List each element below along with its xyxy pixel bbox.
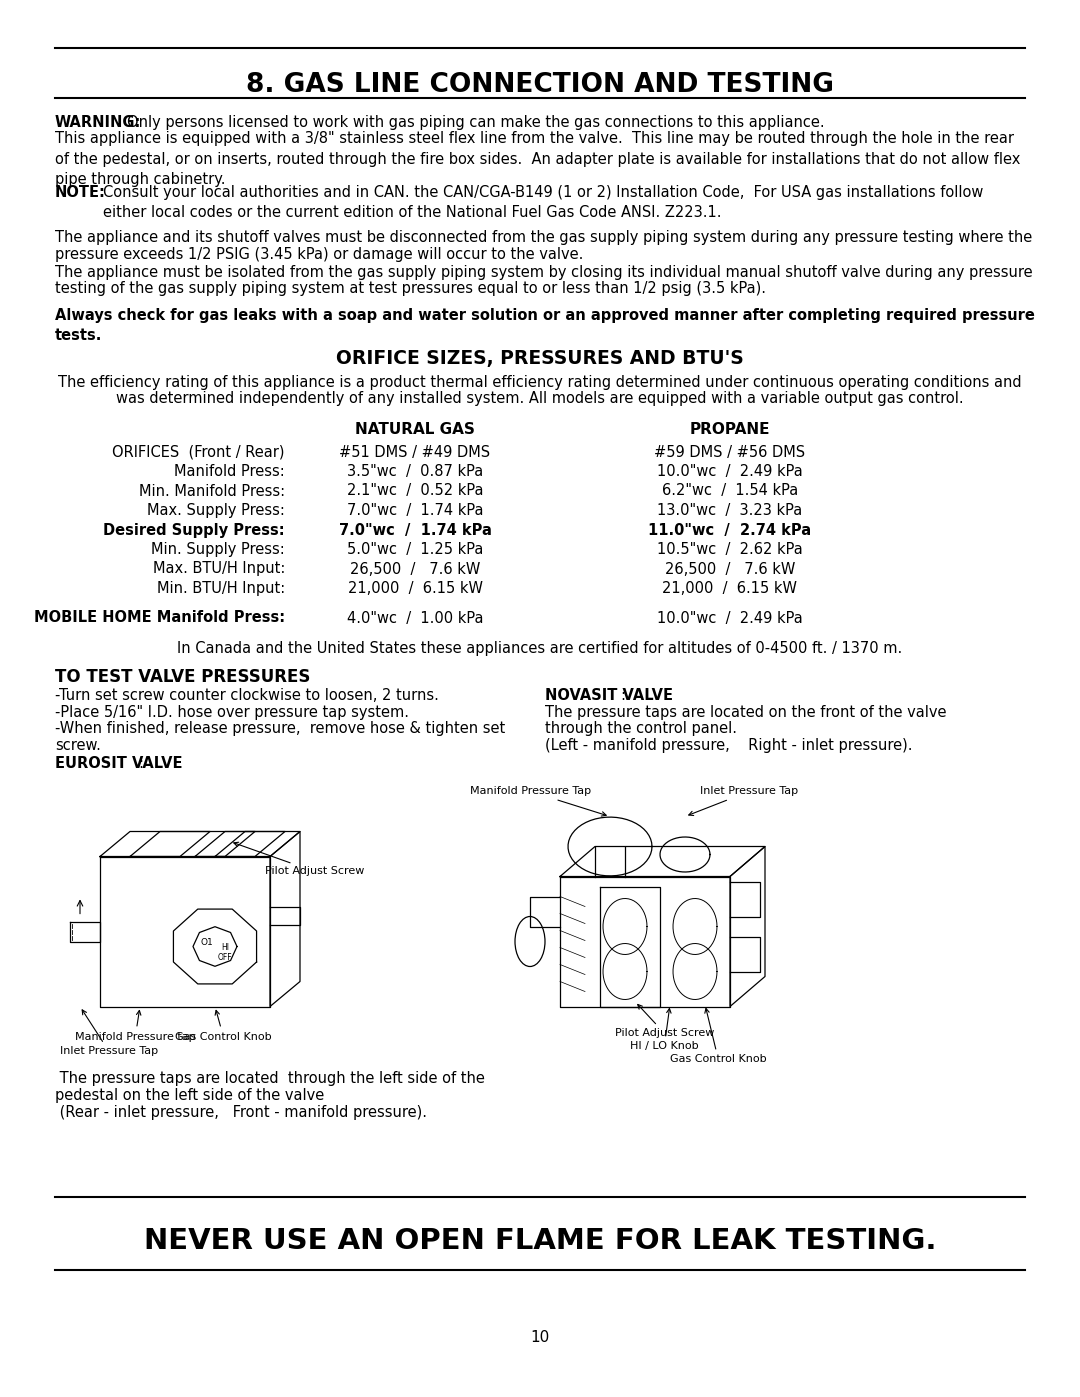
- Text: #59 DMS / #56 DMS: #59 DMS / #56 DMS: [654, 444, 806, 460]
- Text: The appliance must be isolated from the gas supply piping system by closing its : The appliance must be isolated from the …: [55, 265, 1032, 279]
- Text: 4.0"wc  /  1.00 kPa: 4.0"wc / 1.00 kPa: [347, 610, 483, 626]
- Text: Consult your local authorities and in CAN. the CAN/CGA-B149 (1 or 2) Installatio: Consult your local authorities and in CA…: [103, 184, 984, 221]
- Text: 26,500  /   7.6 kW: 26,500 / 7.6 kW: [350, 562, 481, 577]
- Text: NOTE:: NOTE:: [55, 184, 106, 200]
- Text: Only persons licensed to work with gas piping can make the gas connections to th: Only persons licensed to work with gas p…: [127, 115, 825, 130]
- Text: 10.0"wc  /  2.49 kPa: 10.0"wc / 2.49 kPa: [657, 464, 802, 479]
- Text: O1: O1: [201, 937, 214, 947]
- Text: -When finished, release pressure,  remove hose & tighten set: -When finished, release pressure, remove…: [55, 721, 505, 736]
- Text: Min. Supply Press:: Min. Supply Press:: [151, 542, 285, 557]
- Text: Min. BTU/H Input:: Min. BTU/H Input:: [157, 581, 285, 597]
- Text: 10: 10: [530, 1330, 550, 1345]
- Text: MOBILE HOME Manifold Press:: MOBILE HOME Manifold Press:: [33, 610, 285, 626]
- Text: TO TEST VALVE PRESSURES: TO TEST VALVE PRESSURES: [55, 669, 310, 686]
- Text: pressure exceeds 1/2 PSIG (3.45 kPa) or damage will occur to the valve.: pressure exceeds 1/2 PSIG (3.45 kPa) or …: [55, 246, 583, 261]
- Text: Pilot Adjust Screw: Pilot Adjust Screw: [233, 842, 364, 876]
- Text: 13.0"wc  /  3.23 kPa: 13.0"wc / 3.23 kPa: [658, 503, 802, 518]
- Text: PROPANE: PROPANE: [690, 422, 770, 437]
- Text: 7.0"wc  /  1.74 kPa: 7.0"wc / 1.74 kPa: [338, 522, 491, 538]
- Text: Desired Supply Press:: Desired Supply Press:: [104, 522, 285, 538]
- Text: 10.0"wc  /  2.49 kPa: 10.0"wc / 2.49 kPa: [657, 610, 802, 626]
- Text: The appliance and its shutoff valves must be disconnected from the gas supply pi: The appliance and its shutoff valves mus…: [55, 231, 1032, 244]
- Text: :: :: [620, 689, 625, 704]
- Text: 7.0"wc  /  1.74 kPa: 7.0"wc / 1.74 kPa: [347, 503, 483, 518]
- Text: Max. BTU/H Input:: Max. BTU/H Input:: [152, 562, 285, 577]
- Text: Min. Manifold Press:: Min. Manifold Press:: [139, 483, 285, 499]
- Text: through the control panel.: through the control panel.: [545, 721, 737, 736]
- Text: Manifold Pressure tap: Manifold Pressure tap: [75, 1010, 195, 1042]
- Text: 10.5"wc  /  2.62 kPa: 10.5"wc / 2.62 kPa: [657, 542, 802, 557]
- Text: HI / LO Knob: HI / LO Knob: [630, 1009, 699, 1052]
- Text: Pilot Adjust Screw: Pilot Adjust Screw: [615, 1004, 714, 1038]
- Text: The efficiency rating of this appliance is a product thermal efficiency rating d: The efficiency rating of this appliance …: [58, 374, 1022, 390]
- Text: WARNING:: WARNING:: [55, 115, 141, 130]
- Text: testing of the gas supply piping system at test pressures equal to or less than : testing of the gas supply piping system …: [55, 282, 766, 296]
- Text: 21,000  /  6.15 kW: 21,000 / 6.15 kW: [348, 581, 483, 597]
- Text: ORIFICE SIZES, PRESSURES AND BTU'S: ORIFICE SIZES, PRESSURES AND BTU'S: [336, 349, 744, 367]
- Text: 5.0"wc  /  1.25 kPa: 5.0"wc / 1.25 kPa: [347, 542, 483, 557]
- Text: 2.1"wc  /  0.52 kPa: 2.1"wc / 0.52 kPa: [347, 483, 483, 499]
- Text: This appliance is equipped with a 3/8" stainless steel flex line from the valve.: This appliance is equipped with a 3/8" s…: [55, 131, 1021, 187]
- Text: was determined independently of any installed system. All models are equipped wi: was determined independently of any inst…: [117, 391, 963, 407]
- Ellipse shape: [515, 916, 545, 967]
- Text: NEVER USE AN OPEN FLAME FOR LEAK TESTING.: NEVER USE AN OPEN FLAME FOR LEAK TESTING…: [144, 1227, 936, 1255]
- Text: screw.: screw.: [55, 738, 100, 753]
- Text: Manifold Pressure Tap: Manifold Pressure Tap: [470, 787, 606, 816]
- Text: NOVASIT VALVE: NOVASIT VALVE: [545, 689, 673, 704]
- Text: Inlet Pressure Tap: Inlet Pressure Tap: [689, 787, 798, 816]
- Text: NATURAL GAS: NATURAL GAS: [355, 422, 475, 437]
- Text: :: :: [138, 757, 143, 771]
- Text: Inlet Pressure Tap: Inlet Pressure Tap: [60, 1010, 158, 1056]
- Text: 11.0"wc  /  2.74 kPa: 11.0"wc / 2.74 kPa: [648, 522, 811, 538]
- Text: 26,500  /   7.6 kW: 26,500 / 7.6 kW: [665, 562, 795, 577]
- Text: The pressure taps are located on the front of the valve: The pressure taps are located on the fro…: [545, 705, 946, 719]
- Text: ORIFICES  (Front / Rear): ORIFICES (Front / Rear): [112, 444, 285, 460]
- Text: (Rear - inlet pressure,   Front - manifold pressure).: (Rear - inlet pressure, Front - manifold…: [55, 1105, 427, 1119]
- Text: -Place 5/16" I.D. hose over pressure tap system.: -Place 5/16" I.D. hose over pressure tap…: [55, 705, 409, 719]
- Text: EUROSIT VALVE: EUROSIT VALVE: [55, 757, 183, 771]
- Text: Always check for gas leaks with a soap and water solution or an approved manner : Always check for gas leaks with a soap a…: [55, 307, 1035, 344]
- Text: 8. GAS LINE CONNECTION AND TESTING: 8. GAS LINE CONNECTION AND TESTING: [246, 73, 834, 98]
- Text: HI
OFF: HI OFF: [218, 943, 232, 963]
- Text: 6.2"wc  /  1.54 kPa: 6.2"wc / 1.54 kPa: [662, 483, 798, 499]
- Text: In Canada and the United States these appliances are certified for altitudes of : In Canada and the United States these ap…: [177, 640, 903, 655]
- Text: pedestal on the left side of the valve: pedestal on the left side of the valve: [55, 1088, 324, 1104]
- Text: Gas Control Knob: Gas Control Knob: [670, 1009, 767, 1065]
- Text: Gas Control Knob: Gas Control Knob: [175, 1010, 272, 1042]
- Text: #51 DMS / #49 DMS: #51 DMS / #49 DMS: [339, 444, 490, 460]
- Text: Max. Supply Press:: Max. Supply Press:: [147, 503, 285, 518]
- Text: Manifold Press:: Manifold Press:: [174, 464, 285, 479]
- Text: -Turn set screw counter clockwise to loosen, 2 turns.: -Turn set screw counter clockwise to loo…: [55, 689, 438, 704]
- Text: The pressure taps are located  through the left side of the: The pressure taps are located through th…: [55, 1071, 485, 1087]
- Text: 21,000  /  6.15 kW: 21,000 / 6.15 kW: [662, 581, 797, 597]
- Text: 3.5"wc  /  0.87 kPa: 3.5"wc / 0.87 kPa: [347, 464, 483, 479]
- Text: (Left - manifold pressure,    Right - inlet pressure).: (Left - manifold pressure, Right - inlet…: [545, 738, 913, 753]
